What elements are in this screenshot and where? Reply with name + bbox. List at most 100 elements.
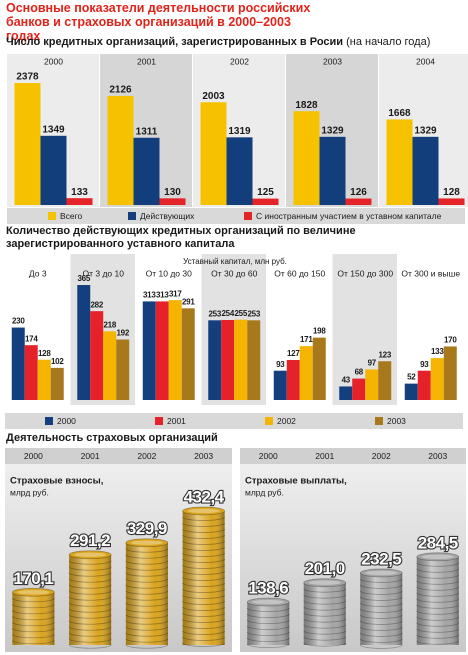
value-label: 1668 — [388, 108, 411, 119]
coin-edge — [68, 590, 112, 595]
coin-edge — [125, 632, 169, 637]
year-band — [5, 448, 232, 464]
legend-swatch — [45, 417, 53, 425]
value-label: 1329 — [414, 125, 437, 136]
year-label: 2001 — [81, 451, 100, 461]
coin-edge — [68, 572, 112, 577]
coin-edge — [359, 638, 403, 643]
value-label: 432,4 — [184, 487, 225, 506]
bar — [252, 198, 279, 205]
value-label: 255 — [235, 309, 248, 318]
bar — [168, 300, 182, 400]
legend-label: Действующих — [140, 211, 195, 221]
coin-edge — [11, 622, 55, 627]
coin-edge — [125, 620, 169, 625]
coin-edge — [303, 642, 347, 647]
coin-edge — [359, 608, 403, 613]
coin-edge — [11, 610, 55, 615]
value-label: 1828 — [295, 100, 318, 111]
bar — [286, 359, 300, 400]
value-label: 291 — [182, 297, 195, 306]
value-label: 2126 — [109, 85, 132, 96]
coin-edge — [182, 582, 226, 587]
coin-shade — [247, 602, 290, 645]
value-label: 254 — [222, 309, 235, 318]
coin-edge — [416, 580, 460, 585]
coin-shade — [12, 592, 55, 645]
bar — [226, 137, 253, 205]
coin-edge — [125, 608, 169, 613]
coin-edge — [303, 588, 347, 593]
coin-edge — [125, 614, 169, 619]
coin-edge — [68, 626, 112, 631]
coin-edge — [68, 560, 112, 565]
coin-top-shine — [74, 552, 107, 557]
coin-edge — [246, 607, 290, 612]
value-label: 138,6 — [248, 579, 288, 598]
value-label: 198 — [313, 327, 326, 336]
coin-edge — [182, 564, 226, 569]
coin-edge — [303, 636, 347, 641]
value-label: 171 — [300, 335, 313, 344]
year-label: 2001 — [315, 451, 334, 461]
coin-edge — [359, 632, 403, 637]
bar — [103, 331, 117, 400]
coin-edge — [182, 576, 226, 581]
legend-swatch — [48, 212, 56, 220]
coin-edge — [11, 640, 55, 645]
category-label: От 60 до 150 — [274, 268, 325, 278]
coin-edge — [182, 642, 226, 647]
section-title: Деятельность страховых организаций — [6, 432, 218, 444]
bar — [90, 311, 104, 400]
coin-edge — [246, 625, 290, 630]
bar — [159, 198, 186, 205]
value-label: 1311 — [136, 126, 158, 137]
coin-edge — [68, 620, 112, 625]
coin-shade — [416, 556, 459, 645]
legend-label: 2003 — [387, 416, 406, 426]
coin-edge — [359, 620, 403, 625]
coin-edge — [182, 588, 226, 593]
coin-edge — [125, 596, 169, 601]
category-label: От 300 и выше — [401, 268, 460, 278]
coin-edge — [182, 624, 226, 629]
coin-edge — [11, 634, 55, 639]
value-label: 93 — [276, 360, 285, 369]
value-label: 133 — [71, 187, 88, 198]
value-label: 1319 — [228, 126, 251, 137]
coin-edge — [416, 628, 460, 633]
coin-edge — [416, 640, 460, 645]
coin-edge — [246, 631, 290, 636]
coin-edge — [182, 570, 226, 575]
value-label: 284,5 — [418, 533, 458, 552]
panel-title: Страховые взносы, — [10, 476, 103, 487]
coin-top — [125, 538, 169, 548]
bar — [352, 378, 366, 400]
value-label: 365 — [78, 274, 91, 283]
value-label: 313 — [143, 291, 156, 300]
legend-label: 2000 — [57, 416, 76, 426]
bar — [208, 320, 222, 400]
coin-edge — [359, 614, 403, 619]
coin-top — [246, 597, 290, 607]
chart-subtitle: (на начало года) — [346, 36, 431, 48]
bar — [293, 111, 320, 205]
value-label: 102 — [51, 357, 64, 366]
coin-edge — [303, 606, 347, 611]
coin-top — [359, 568, 403, 578]
bar — [345, 198, 372, 205]
category-label: 2003 — [323, 56, 342, 66]
value-label: 201,0 — [305, 559, 345, 578]
value-label: 230 — [12, 317, 25, 326]
legend-label: С иностранным участием в уставном капита… — [256, 211, 442, 221]
value-label: 232,5 — [361, 549, 401, 568]
coin-edge — [359, 626, 403, 631]
coin-edge — [68, 614, 112, 619]
value-label: 253 — [209, 309, 222, 318]
coin-edge — [359, 596, 403, 601]
coin-edge — [68, 584, 112, 589]
category-label: 2000 — [44, 56, 63, 66]
value-label: 127 — [287, 349, 300, 358]
